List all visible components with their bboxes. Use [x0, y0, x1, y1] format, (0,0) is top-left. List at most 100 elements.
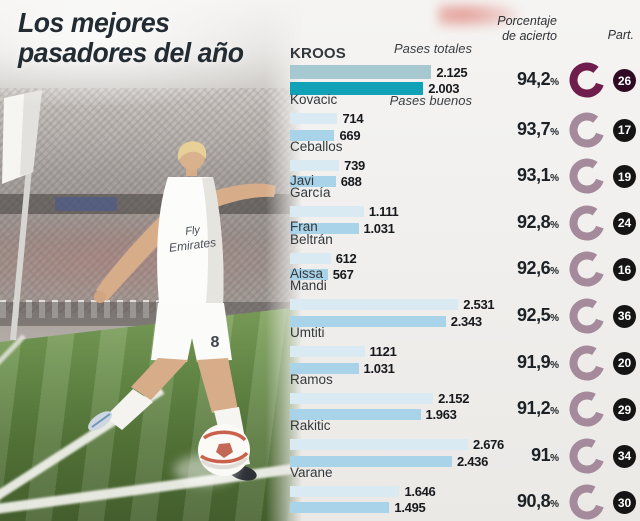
accuracy-ring-icon: [569, 158, 605, 194]
good-passes-value: 688: [340, 174, 362, 190]
player-name: Javi García: [290, 172, 331, 201]
total-passes-value: 612: [335, 250, 357, 266]
good-passes-bar: [290, 129, 335, 141]
good-passes-bar: [290, 269, 328, 281]
accuracy-value: 90,8: [517, 491, 551, 512]
good-passes-value: 1.031: [363, 360, 395, 376]
player-jersey-shade: [202, 177, 224, 303]
good-passes-value: 567: [332, 267, 354, 283]
accuracy-percentage: 92,6%: [511, 258, 559, 279]
player-figure: Fly Emirates 8: [88, 141, 276, 481]
player-row: Javi García 1.111 1.031 92,8% 24: [290, 174, 636, 241]
player-row: Ramos 2.152 1.963 91,2% 29: [290, 371, 636, 427]
accuracy-ring-icon: [569, 205, 605, 241]
accuracy-ring-icon: [569, 484, 605, 520]
player-row: Varane 1.646 1.495 90,8% 30: [290, 464, 636, 520]
total-passes-value: 1121: [369, 344, 397, 360]
good-passes-value: 1.031: [363, 220, 395, 236]
player-neck: [186, 166, 197, 176]
ball: [174, 424, 250, 485]
player-left-sock: [105, 389, 153, 430]
good-passes-bar: [290, 81, 424, 96]
page-title-line1: Los mejores: [18, 7, 170, 38]
percent-sign: %: [550, 359, 559, 371]
player-name: Varane: [290, 464, 333, 480]
accuracy-percentage: 90,8%: [511, 491, 559, 512]
accuracy-value: 92,6: [517, 258, 551, 279]
accuracy-ring-icon: [569, 112, 605, 148]
player-right-thigh: [197, 358, 238, 413]
matches-badge: 19: [613, 165, 636, 189]
player-row: Kovacic 714 669 93,7% 17: [290, 93, 636, 148]
accuracy-percentage: 91,2%: [511, 398, 559, 419]
total-passes-value: 1.646: [404, 483, 436, 499]
percent-sign: %: [550, 406, 559, 418]
accuracy-ring-icon: [569, 345, 605, 381]
legend-pases-buenos: Pases buenos: [389, 93, 472, 108]
total-passes-bar: [290, 439, 468, 451]
accuracy-percentage: 92,5%: [511, 305, 559, 326]
good-passes-bar: [290, 502, 390, 514]
player-name: Ramos: [290, 371, 333, 387]
percent-sign: %: [550, 266, 559, 278]
corner-flag-shade: [20, 90, 42, 176]
accuracy-value: 93,1: [517, 165, 551, 186]
total-passes-value: 2.125: [436, 64, 468, 80]
player-name: Umtiti: [290, 325, 325, 341]
percent-sign: %: [550, 77, 559, 88]
jersey-sponsor-line1: Fly: [185, 224, 203, 238]
accuracy-ring-icon: [569, 62, 605, 98]
accuracy-value: 91,9: [517, 351, 551, 372]
player-left-thigh: [131, 358, 188, 400]
accuracy-ring-icon: [569, 438, 605, 474]
accuracy-percentage: 94,2%: [511, 69, 559, 90]
accuracy-value: 92,8: [517, 211, 551, 232]
matches-badge: 17: [613, 118, 636, 142]
jersey-sponsor-line2: Emirates: [168, 235, 217, 255]
good-passes-value: 2.343: [450, 313, 482, 329]
good-passes-value: 2.003: [428, 81, 460, 96]
total-passes-bar: [290, 206, 364, 218]
good-passes-bar: [290, 455, 452, 467]
percent-sign: %: [550, 312, 559, 324]
page-title: Los mejores pasadores del año: [18, 8, 244, 67]
total-passes-bar: [290, 392, 434, 404]
matches-badge: 36: [613, 304, 636, 328]
total-passes-bar: [290, 159, 340, 171]
player-name: KROOS: [290, 44, 347, 62]
accuracy-percentage: 91%: [511, 445, 559, 466]
accuracy-value: 91: [531, 444, 551, 465]
player-row: Fran Beltrán 612 567 92,6% 16: [290, 220, 636, 287]
total-passes-value: 2.676: [472, 437, 504, 453]
accuracy-header-line2: de acierto: [502, 28, 557, 43]
accuracy-value: 93,7: [517, 118, 551, 139]
good-passes-bar: [290, 176, 336, 188]
faded-logo: [438, 2, 518, 28]
good-passes-value: 2.436: [456, 453, 489, 469]
total-passes-bar: [290, 485, 400, 497]
good-passes-value: 1.963: [425, 407, 457, 423]
matches-badge: 29: [613, 398, 636, 422]
player-shorts: [151, 303, 232, 362]
led-board: [55, 197, 117, 211]
shorts-number: 8: [211, 334, 220, 351]
accuracy-header-line1: Porcentaje: [497, 14, 557, 28]
pitch-lines: [0, 334, 301, 514]
player-name: Rakitic: [290, 418, 331, 434]
total-passes-value: 2.531: [463, 297, 495, 313]
accuracy-percentage: 93,7%: [511, 119, 559, 140]
accuracy-value: 91,2: [517, 398, 551, 419]
player-row: Aissa Mandi 2.531 2.343 92,5% 36: [290, 267, 636, 334]
accuracy-percentage: 93,1%: [511, 165, 559, 186]
accuracy-ring-icon: [569, 391, 605, 427]
total-passes-value: 2.152: [438, 390, 470, 406]
total-passes-value: 739: [344, 157, 365, 173]
player-name: Fran Beltrán: [290, 219, 333, 247]
matches-badge: 34: [613, 444, 636, 468]
total-passes-value: 714: [342, 111, 364, 127]
accuracy-percentage: 92,8%: [511, 212, 559, 233]
player-row: Ceballos 739 688 93,1% 19: [290, 140, 636, 194]
chart-rows: KROOS 2.125 2.003 94,2% 26 Kovacic 714: [290, 38, 636, 521]
player-hair: [178, 141, 206, 161]
player-front-arm: [96, 206, 178, 301]
